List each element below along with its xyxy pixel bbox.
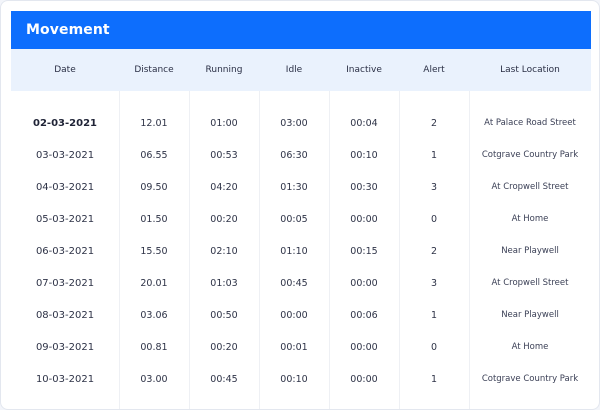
cell-date: 08-03-2021 (35, 309, 95, 321)
cell-alert: 3 (430, 181, 438, 193)
cell-alert: 1 (430, 309, 438, 321)
cell-running: 01:03 (210, 277, 238, 289)
cell-alert: 0 (430, 213, 438, 225)
cell-last-location: At Cropwell Street (491, 278, 569, 288)
cell-date: 07-03-2021 (35, 277, 95, 289)
cell-running: 00:53 (210, 149, 238, 161)
cell-inactive: 00:00 (350, 341, 378, 353)
column-header-idle[interactable]: Idle (285, 65, 303, 75)
cell-idle: 00:01 (280, 341, 308, 353)
cell-alert: 2 (430, 117, 438, 129)
cell-distance: 20.01 (140, 277, 168, 289)
cell-inactive: 00:15 (350, 245, 378, 257)
cell-idle: 03:00 (280, 117, 308, 129)
cell-date: 05-03-2021 (35, 213, 95, 225)
cell-idle: 00:45 (280, 277, 308, 289)
cell-inactive: 00:00 (350, 277, 378, 289)
cell-last-location: Near Playwell (501, 246, 559, 256)
column-header-alert[interactable]: Alert (423, 65, 445, 75)
cell-distance: 03.00 (140, 373, 168, 385)
cell-idle: 01:30 (280, 181, 308, 193)
cell-running: 01:00 (210, 117, 238, 129)
movement-table: Date Distance Running Idle Inactive Aler… (11, 49, 591, 409)
cell-inactive: 00:30 (350, 181, 378, 193)
cell-running: 00:50 (210, 309, 238, 321)
cell-last-location: Cotgrave Country Park (481, 150, 579, 160)
cell-inactive: 00:00 (350, 373, 378, 385)
cell-distance: 09.50 (140, 181, 168, 193)
column-header-distance[interactable]: Distance (134, 65, 174, 75)
cell-alert: 2 (430, 245, 438, 257)
cell-alert: 0 (430, 341, 438, 353)
cell-inactive: 00:04 (350, 117, 378, 129)
table-row[interactable]: 08-03-2021 03.06 00:50 00:00 00:06 1 Nea… (11, 299, 591, 331)
cell-last-location: Near Playwell (501, 310, 559, 320)
cell-running: 00:20 (210, 213, 238, 225)
cell-inactive: 00:10 (350, 149, 378, 161)
cell-distance: 00.81 (140, 341, 168, 353)
cell-date: 03-03-2021 (35, 149, 95, 161)
cell-running: 02:10 (210, 245, 238, 257)
cell-idle: 06:30 (280, 149, 308, 161)
cell-last-location: At Palace Road Street (484, 118, 576, 128)
column-header-running[interactable]: Running (205, 65, 243, 75)
cell-date: 06-03-2021 (35, 245, 95, 257)
cell-date: 02-03-2021 (33, 117, 97, 129)
cell-distance: 01.50 (140, 213, 168, 225)
cell-idle: 00:10 (280, 373, 308, 385)
table-row[interactable]: 05-03-2021 01.50 00:20 00:05 00:00 0 At … (11, 203, 591, 235)
cell-alert: 1 (430, 149, 438, 161)
table-row[interactable]: 07-03-2021 20.01 01:03 00:45 00:00 3 At … (11, 267, 591, 299)
cell-idle: 01:10 (280, 245, 308, 257)
table-header: Date Distance Running Idle Inactive Aler… (11, 49, 591, 91)
cell-running: 00:20 (210, 341, 238, 353)
table-row[interactable]: 02-03-2021 12.01 01:00 03:00 00:04 2 At … (11, 107, 591, 139)
table-row[interactable]: 04-03-2021 09.50 04:20 01:30 00:30 3 At … (11, 171, 591, 203)
cell-distance: 12.01 (140, 117, 168, 129)
cell-idle: 00:00 (280, 309, 308, 321)
cell-date: 04-03-2021 (35, 181, 95, 193)
cell-running: 00:45 (210, 373, 238, 385)
cell-inactive: 00:00 (350, 213, 378, 225)
table-row[interactable]: 06-03-2021 15.50 02:10 01:10 00:15 2 Nea… (11, 235, 591, 267)
cell-last-location: At Home (511, 214, 549, 224)
cell-last-location: Cotgrave Country Park (481, 374, 579, 384)
cell-inactive: 00:06 (350, 309, 378, 321)
table-row[interactable]: 09-03-2021 00.81 00:20 00:01 00:00 0 At … (11, 331, 591, 363)
cell-last-location: At Home (511, 342, 549, 352)
cell-running: 04:20 (210, 181, 238, 193)
cell-idle: 00:05 (280, 213, 308, 225)
panel-title: Movement (26, 22, 110, 38)
table-body: 02-03-2021 12.01 01:00 03:00 00:04 2 At … (11, 107, 591, 395)
column-header-date[interactable]: Date (54, 65, 76, 75)
cell-date: 10-03-2021 (35, 373, 95, 385)
cell-distance: 15.50 (140, 245, 168, 257)
table-row[interactable]: 10-03-2021 03.00 00:45 00:10 00:00 1 Cot… (11, 363, 591, 395)
cell-distance: 03.06 (140, 309, 168, 321)
column-header-inactive[interactable]: Inactive (346, 65, 382, 75)
panel-header: Movement (11, 11, 591, 49)
cell-distance: 06.55 (140, 149, 168, 161)
cell-last-location: At Cropwell Street (491, 182, 569, 192)
table-row[interactable]: 03-03-2021 06.55 00:53 06:30 00:10 1 Cot… (11, 139, 591, 171)
cell-alert: 1 (430, 373, 438, 385)
cell-date: 09-03-2021 (35, 341, 95, 353)
cell-alert: 3 (430, 277, 438, 289)
column-header-last-location[interactable]: Last Location (500, 65, 560, 75)
